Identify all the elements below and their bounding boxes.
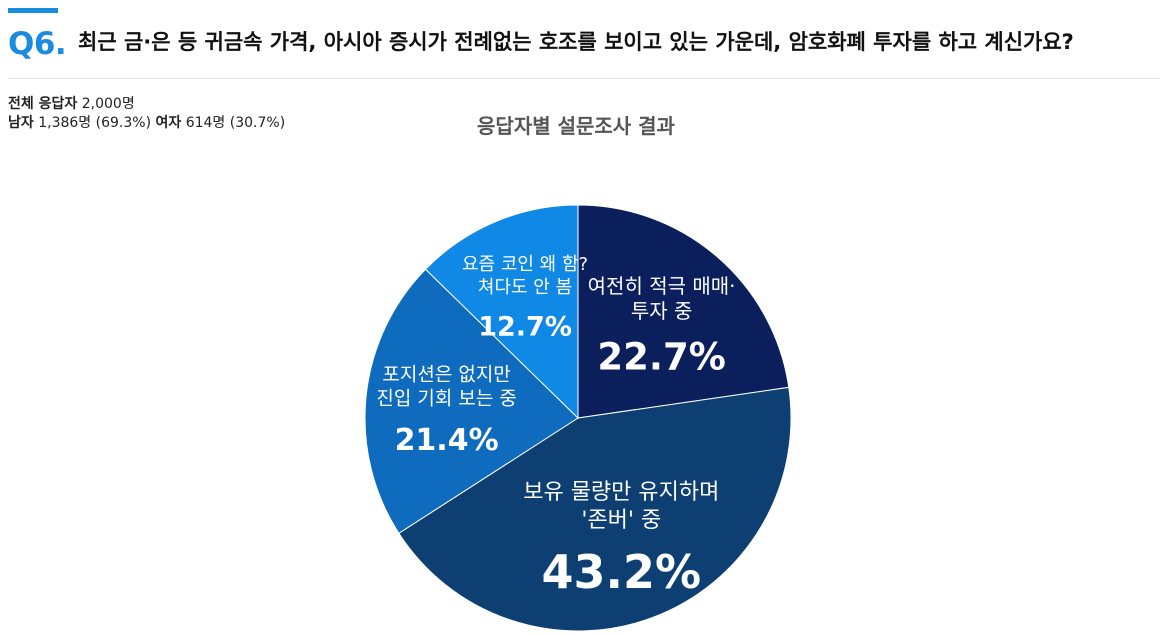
female-value: 614명 (30.7%): [185, 115, 286, 131]
slice-label: 진입 기회 보는 중: [376, 387, 516, 409]
respondent-info: 전체 응답자 2,000명 남자 1,386명 (69.3%) 여자 614명 …: [8, 95, 285, 133]
slice-value: 12.7%: [478, 311, 572, 342]
slice-label: 보유 물량만 유지하며: [523, 480, 719, 505]
slice-label: 쳐다도 안 봄: [478, 277, 572, 298]
slice-label: 요즘 코인 왜 함?: [462, 254, 588, 275]
female-label: 여자: [155, 115, 182, 131]
slice-value: 22.7%: [597, 336, 725, 379]
chart-title: 응답자별 설문조사 결과: [477, 114, 675, 138]
slice-value: 43.2%: [542, 545, 702, 599]
divider: [8, 78, 1160, 79]
accent-bar: [8, 8, 58, 13]
slice-label: 포지션은 없지만: [382, 363, 510, 385]
respondent-gender-row: 남자 1,386명 (69.3%) 여자 614명 (30.7%): [8, 114, 285, 133]
slice-label: 여전히 적극 매매·: [588, 274, 736, 298]
slice-value: 21.4%: [395, 423, 499, 458]
pie-slice: [577, 204, 790, 419]
pie-slice: [398, 386, 792, 632]
total-label: 전체 응답자: [8, 96, 78, 112]
total-value: 2,000명: [81, 96, 135, 112]
pie-slice: [424, 204, 579, 420]
slice-label: '존버' 중: [581, 508, 661, 533]
male-label: 남자: [8, 115, 34, 131]
male-value: 1,386명 (69.3%): [38, 115, 152, 131]
respondent-total-row: 전체 응답자 2,000명: [8, 95, 285, 114]
question-text: 최근 금·은 등 귀금속 가격, 아시아 증시가 전례없는 호조를 보이고 있는…: [78, 30, 1074, 54]
slice-label: 투자 중: [631, 299, 693, 323]
pie-slice: [364, 268, 579, 534]
question-number: Q6.: [8, 26, 67, 62]
